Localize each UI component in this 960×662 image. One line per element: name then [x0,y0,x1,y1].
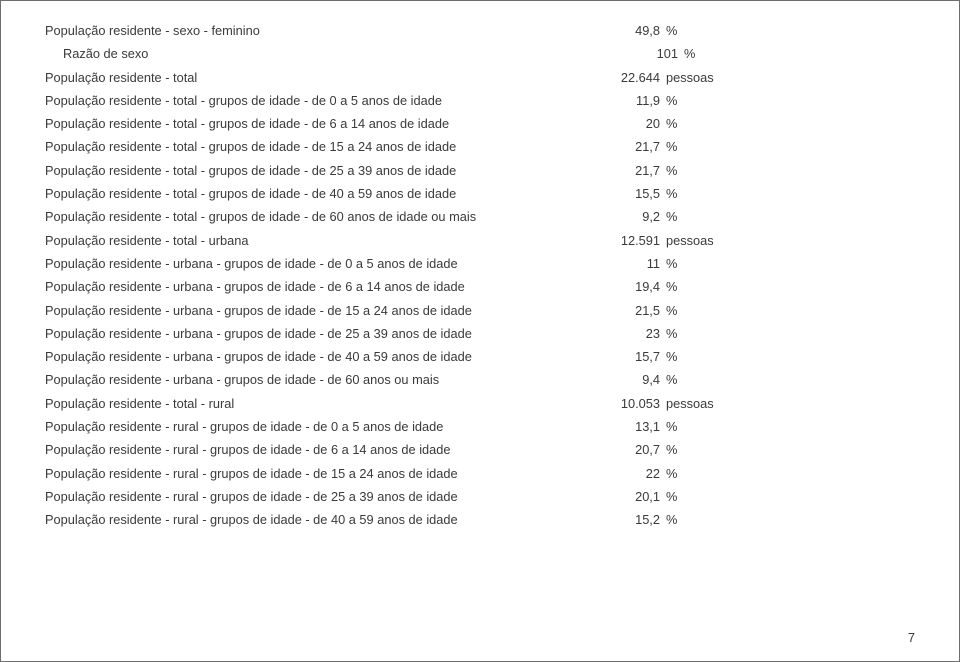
row-unit: % [666,372,736,387]
table-row: População residente - urbana - grupos de… [45,303,915,326]
table-row: População residente - rural - grupos de … [45,489,915,512]
row-unit: % [666,442,736,457]
row-value: 9,2 [600,209,666,224]
row-label: População residente - urbana - grupos de… [45,372,600,387]
table-row: População residente - urbana - grupos de… [45,256,915,279]
row-unit: % [666,489,736,504]
row-label: População residente - urbana - grupos de… [45,279,600,294]
table-row: População residente - urbana - grupos de… [45,279,915,302]
row-unit: % [666,163,736,178]
row-value: 21,7 [600,139,666,154]
row-value: 20,1 [600,489,666,504]
row-value: 10.053 [600,396,666,411]
row-value: 21,5 [600,303,666,318]
table-row: População residente - total - grupos de … [45,209,915,232]
table-row: População residente - total22.644pessoas [45,70,915,93]
row-value: 19,4 [600,279,666,294]
row-unit: % [666,419,736,434]
row-value: 20,7 [600,442,666,457]
row-value: 12.591 [600,233,666,248]
row-label: População residente - total - grupos de … [45,116,600,131]
table-row: População residente - total - rural10.05… [45,396,915,419]
row-value: 15,7 [600,349,666,364]
page-number: 7 [908,630,915,645]
row-unit: % [684,46,754,61]
table-row: População residente - urbana - grupos de… [45,349,915,372]
row-label: População residente - rural - grupos de … [45,512,600,527]
row-value: 22.644 [600,70,666,85]
table-row: População residente - total - urbana12.5… [45,233,915,256]
page: População residente - sexo - feminino49,… [0,0,960,662]
row-label: População residente - total - urbana [45,233,600,248]
row-value: 15,2 [600,512,666,527]
row-label: População residente - rural - grupos de … [45,489,600,504]
row-unit: % [666,512,736,527]
row-value: 22 [600,466,666,481]
row-value: 49,8 [600,23,666,38]
row-value: 13,1 [600,419,666,434]
row-unit: % [666,116,736,131]
table-row: População residente - total - grupos de … [45,139,915,162]
row-unit: % [666,466,736,481]
table-row: População residente - rural - grupos de … [45,466,915,489]
row-value: 20 [600,116,666,131]
table-row: População residente - urbana - grupos de… [45,326,915,349]
row-label: População residente - sexo - feminino [45,23,600,38]
row-unit: % [666,209,736,224]
row-unit: % [666,326,736,341]
data-rows: População residente - sexo - feminino49,… [45,23,915,536]
row-label: População residente - total - grupos de … [45,163,600,178]
table-row: População residente - urbana - grupos de… [45,372,915,395]
row-unit: % [666,303,736,318]
table-row: População residente - sexo - feminino49,… [45,23,915,46]
table-row: População residente - total - grupos de … [45,163,915,186]
table-row: População residente - rural - grupos de … [45,442,915,465]
row-value: 21,7 [600,163,666,178]
row-unit: % [666,139,736,154]
row-label: População residente - urbana - grupos de… [45,256,600,271]
row-label: Razão de sexo [45,46,618,61]
row-unit: pessoas [666,70,736,85]
row-label: População residente - total - grupos de … [45,186,600,201]
row-value: 11,9 [600,93,666,108]
table-row: População residente - total - grupos de … [45,93,915,116]
row-label: População residente - rural - grupos de … [45,442,600,457]
row-unit: pessoas [666,233,736,248]
table-row: População residente - rural - grupos de … [45,419,915,442]
row-unit: pessoas [666,396,736,411]
row-value: 9,4 [600,372,666,387]
row-value: 23 [600,326,666,341]
table-row: População residente - total - grupos de … [45,186,915,209]
row-label: População residente - rural - grupos de … [45,419,600,434]
row-value: 11 [600,256,666,271]
row-value: 15,5 [600,186,666,201]
row-label: População residente - urbana - grupos de… [45,303,600,318]
row-label: População residente - total - grupos de … [45,209,600,224]
row-unit: % [666,93,736,108]
table-row: População residente - total - grupos de … [45,116,915,139]
row-label: População residente - total - rural [45,396,600,411]
row-label: População residente - total - grupos de … [45,93,600,108]
row-label: População residente - total - grupos de … [45,139,600,154]
row-label: População residente - rural - grupos de … [45,466,600,481]
table-row: Razão de sexo101% [45,46,915,69]
row-unit: % [666,23,736,38]
row-label: População residente - urbana - grupos de… [45,326,600,341]
row-unit: % [666,279,736,294]
row-unit: % [666,256,736,271]
row-label: População residente - total [45,70,600,85]
table-row: População residente - rural - grupos de … [45,512,915,535]
row-label: População residente - urbana - grupos de… [45,349,600,364]
row-value: 101 [618,46,684,61]
row-unit: % [666,186,736,201]
row-unit: % [666,349,736,364]
